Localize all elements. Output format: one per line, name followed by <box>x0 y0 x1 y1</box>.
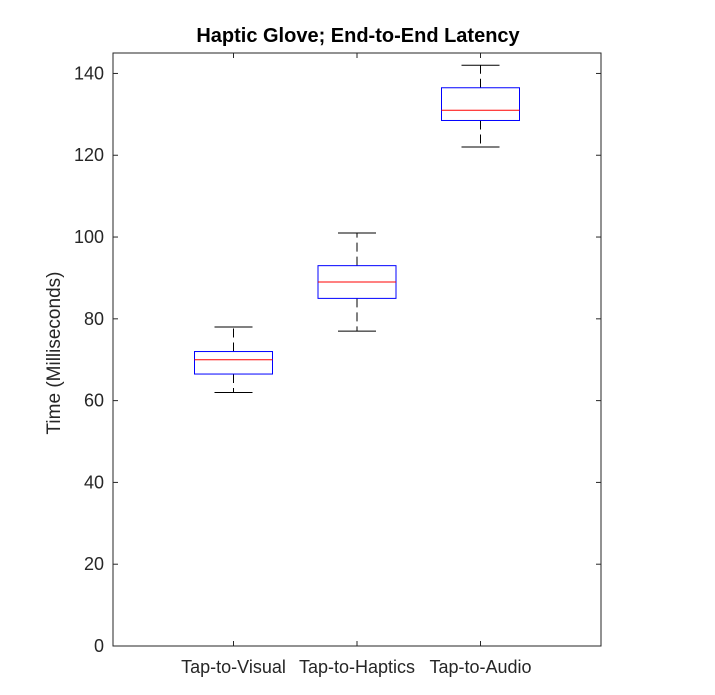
box-group <box>441 64 520 148</box>
x-axis: Tap-to-Visual Tap-to-Haptics Tap-to-Audio <box>181 53 532 677</box>
y-tick-label: 100 <box>74 227 104 247</box>
box-group <box>194 326 273 393</box>
y-tick-label: 140 <box>74 63 104 83</box>
y-tick-label: 0 <box>94 636 104 656</box>
chart-title: Haptic Glove; End-to-End Latency <box>196 25 520 47</box>
x-tick-label: Tap-to-Visual <box>181 657 286 677</box>
x-tick-label: Tap-to-Haptics <box>299 657 415 677</box>
plot-area-frame <box>112 52 602 647</box>
box-group <box>317 232 397 332</box>
iqr-box <box>441 87 520 121</box>
y-tick-label: 60 <box>84 391 104 411</box>
y-tick-label: 20 <box>84 554 104 574</box>
iqr-box <box>194 351 273 375</box>
y-axis-label: Time (Milliseconds) <box>44 272 65 435</box>
y-tick-label: 40 <box>84 472 104 492</box>
x-tick-label: Tap-to-Audio <box>429 657 531 677</box>
y-tick-label: 120 <box>74 145 104 165</box>
y-axis: 0 20 40 60 80 100 120 140 <box>74 63 601 656</box>
box-series <box>194 64 520 393</box>
y-tick-label: 80 <box>84 309 104 329</box>
